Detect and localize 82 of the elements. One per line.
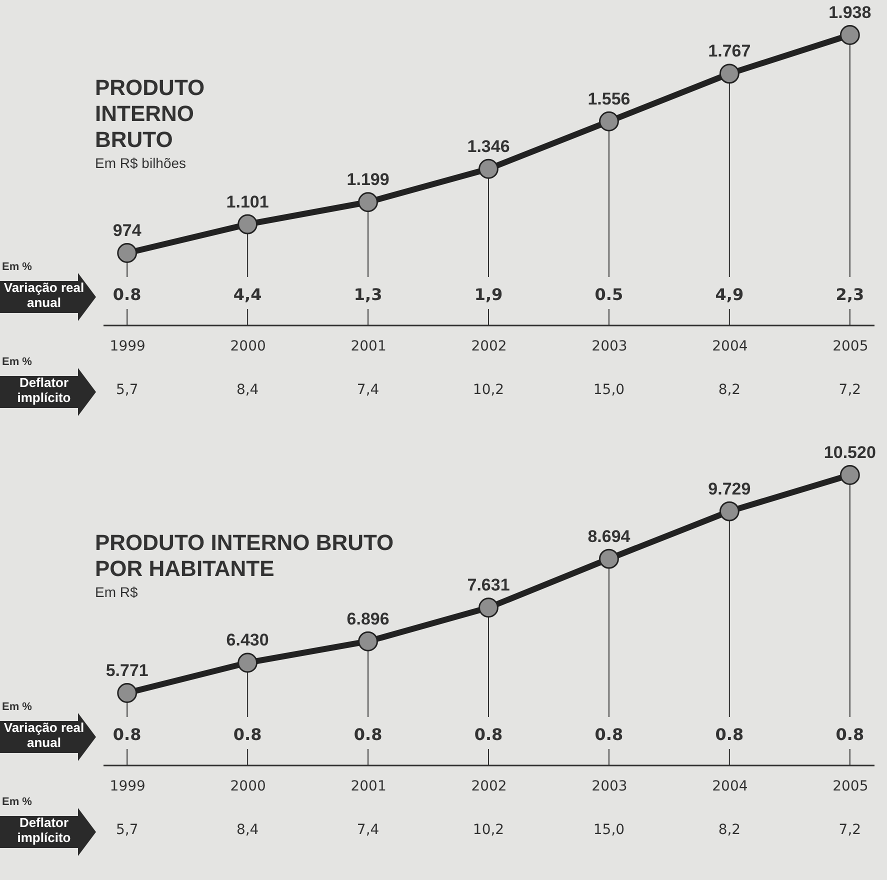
point (599, 548, 619, 569)
annotation: 0.8 (594, 725, 624, 744)
x-tick-label: 2001 (350, 778, 386, 794)
x-tick-label: 2002 (471, 338, 507, 354)
text: 8,2 (718, 382, 741, 398)
x-tick-label: 2000 (230, 338, 266, 354)
x-tick-label: 2001 (350, 338, 386, 354)
text: 5,7 (116, 822, 138, 838)
text: PRODUTO INTERNO BRUTO (95, 75, 206, 153)
data-label: 6.430 (226, 630, 269, 650)
x-tick-label: 2005 (832, 338, 868, 354)
text: Deflator implícito (16, 375, 72, 405)
text: Variação real anual (2, 280, 86, 310)
x-tick-label: 2004 (712, 338, 748, 354)
point (599, 111, 619, 132)
annotation: 4,4 (233, 285, 262, 304)
text: 8,4 (236, 382, 259, 398)
point (840, 25, 860, 45)
x-tick-label: 2000 (230, 778, 266, 794)
data-label: 1.556 (588, 89, 630, 108)
data-label: 1.346 (467, 136, 510, 156)
annotation: 0.8 (112, 725, 142, 744)
text: 8,4 (236, 822, 259, 838)
text: 10,2 (472, 822, 504, 838)
data-label: 1.101 (226, 192, 269, 212)
data-label: 1.199 (346, 170, 390, 190)
text: Em % (2, 701, 32, 713)
x-tick-label: 2003 (592, 778, 628, 794)
text: 7,2 (838, 382, 862, 398)
point (238, 214, 258, 234)
annotation: 0.5 (594, 285, 624, 304)
point (358, 631, 378, 652)
point (117, 243, 138, 263)
annotation: 0.8 (715, 725, 744, 744)
x-tick-label: 1999 (110, 778, 146, 794)
data-label: 1.767 (708, 42, 751, 61)
text: Em % (2, 261, 32, 273)
annotation: 4,9 (715, 285, 744, 304)
x-tick-label: 2004 (712, 778, 748, 794)
annotation: 0.8 (836, 725, 864, 744)
point (358, 192, 378, 212)
text: 7,2 (838, 822, 862, 838)
text: 5,7 (116, 382, 138, 398)
data-label: 10.520 (824, 443, 876, 462)
text: Em R$ bilhões (95, 155, 186, 171)
annotation: 0.8 (112, 285, 142, 304)
text: Deflator implícito (16, 815, 72, 845)
text: 10,2 (472, 382, 504, 398)
data-label: 6.896 (346, 609, 390, 628)
text: 15,0 (593, 382, 625, 398)
annotation: 0.8 (474, 725, 503, 744)
annotation: 0.8 (354, 725, 382, 744)
text: Variação real anual (2, 720, 86, 750)
text: 7,4 (356, 382, 380, 398)
data-label: 7.631 (467, 576, 510, 595)
annotation: 1,3 (354, 285, 382, 304)
point (117, 683, 138, 703)
data-label: 5.771 (106, 661, 148, 680)
annotation: 1,9 (474, 285, 503, 304)
text: Em % (2, 796, 32, 808)
annotation: 2,3 (836, 285, 864, 304)
x-tick-label: 2005 (832, 778, 868, 794)
data-label: 8.694 (588, 526, 631, 546)
point (719, 501, 740, 522)
point (719, 64, 740, 84)
x-tick-label: 2002 (471, 778, 507, 794)
text: PRODUTO INTERNO BRUTO POR HABITANTE (95, 530, 395, 582)
data-label: 9.729 (708, 479, 751, 498)
x-tick-label: 2003 (592, 338, 628, 354)
x-tick-label: 1999 (110, 338, 146, 354)
text: Em % (2, 356, 32, 368)
text: Em R$ (95, 584, 138, 600)
data-label: 974 (112, 221, 142, 240)
annotation: 0.8 (233, 725, 262, 744)
text: 15,0 (593, 822, 625, 838)
point (238, 652, 258, 673)
data-label: 1.938 (828, 3, 872, 22)
text: 8,2 (718, 822, 741, 838)
text: 7,4 (356, 822, 380, 838)
point (478, 598, 498, 618)
point (478, 158, 498, 179)
point (840, 465, 860, 485)
